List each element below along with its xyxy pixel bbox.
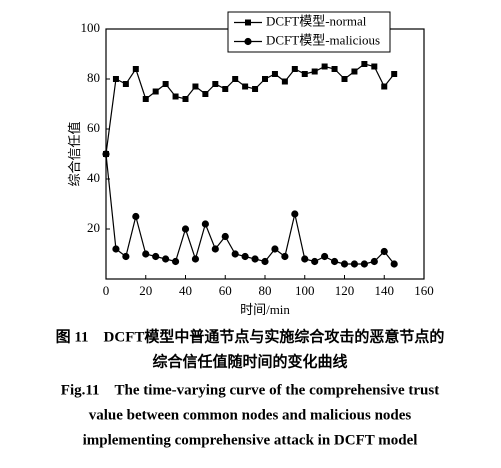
data-point <box>162 81 169 87</box>
data-point <box>222 86 229 92</box>
data-point <box>192 83 199 90</box>
data-point <box>341 76 348 82</box>
x-tick-label: 100 <box>295 283 315 298</box>
data-point <box>370 257 378 266</box>
data-point <box>311 68 318 75</box>
data-point <box>212 81 219 87</box>
data-point <box>340 260 349 268</box>
data-point <box>211 245 219 253</box>
x-tick-label: 0 <box>103 283 110 298</box>
legend-label: DCFT模型-malicious <box>266 32 380 47</box>
x-tick-label: 140 <box>375 283 395 298</box>
data-point <box>241 252 249 261</box>
data-point <box>242 83 249 90</box>
data-point <box>350 260 359 268</box>
data-point <box>271 245 279 253</box>
data-point <box>122 252 130 261</box>
data-point <box>291 66 298 72</box>
data-point <box>360 260 368 268</box>
y-tick-label: 20 <box>87 220 100 235</box>
x-tick-label: 160 <box>414 283 434 298</box>
data-point <box>281 252 289 261</box>
data-point <box>321 252 329 261</box>
data-point <box>262 76 268 82</box>
data-point <box>142 96 149 102</box>
series-line <box>105 63 395 155</box>
data-point <box>271 71 278 77</box>
y-tick-label: 40 <box>87 170 100 185</box>
data-point <box>231 250 239 258</box>
data-point <box>182 96 189 102</box>
x-tick-label: 60 <box>219 283 232 298</box>
caption-en: value between common nodes and malicious… <box>89 407 412 423</box>
x-tick-label: 120 <box>335 283 355 298</box>
data-point <box>142 250 150 258</box>
data-point <box>371 63 378 70</box>
data-point <box>381 83 388 90</box>
data-point <box>261 257 269 266</box>
data-point <box>281 78 288 85</box>
data-point <box>112 76 119 82</box>
legend-marker <box>244 37 252 46</box>
data-point <box>301 71 308 77</box>
data-point <box>380 247 388 256</box>
data-point <box>162 255 170 263</box>
data-point <box>391 71 398 77</box>
data-point <box>132 66 139 72</box>
y-tick-label: 80 <box>87 70 100 85</box>
y-tick-label: 100 <box>81 20 101 35</box>
legend-box <box>227 11 391 53</box>
data-point <box>390 260 398 268</box>
data-point <box>191 255 200 263</box>
data-point <box>321 63 328 70</box>
series-line <box>105 153 395 265</box>
data-point <box>311 257 319 266</box>
data-point <box>252 86 259 92</box>
data-point <box>132 212 140 221</box>
data-point <box>152 252 160 261</box>
data-point <box>351 68 358 75</box>
x-tick-label: 20 <box>139 283 152 298</box>
legend-label: DCFT模型-normal <box>266 13 367 28</box>
legend-marker <box>245 19 251 26</box>
data-point <box>122 81 129 87</box>
data-point <box>172 93 179 100</box>
caption-en: Fig.11 The time-varying curve of the com… <box>61 382 439 398</box>
caption-cn: 图 11 DCFT模型中普通节点与实施综合攻击的恶意节点的 <box>56 327 445 345</box>
data-point <box>291 210 299 218</box>
y-tick-label: 60 <box>87 120 100 135</box>
data-point <box>251 255 259 263</box>
x-tick-label: 80 <box>259 283 272 298</box>
x-tick-label: 40 <box>179 283 192 298</box>
caption-en: implementing comprehensive attack in DCF… <box>83 432 418 448</box>
x-axis-title: 时间/min <box>240 302 290 317</box>
data-point <box>232 76 239 82</box>
data-point <box>102 150 110 158</box>
caption-cn: 综合信任值随时间的变化曲线 <box>152 352 347 370</box>
data-point <box>221 232 229 241</box>
data-point <box>361 61 368 67</box>
data-point <box>330 257 339 266</box>
data-point <box>181 225 190 233</box>
data-point <box>201 220 209 228</box>
data-point <box>152 88 159 95</box>
data-point <box>331 66 338 72</box>
data-point <box>202 91 209 97</box>
data-point <box>301 255 309 263</box>
y-axis-title: 综合信任值 <box>67 121 82 186</box>
data-point <box>112 245 120 253</box>
data-point <box>171 257 180 266</box>
